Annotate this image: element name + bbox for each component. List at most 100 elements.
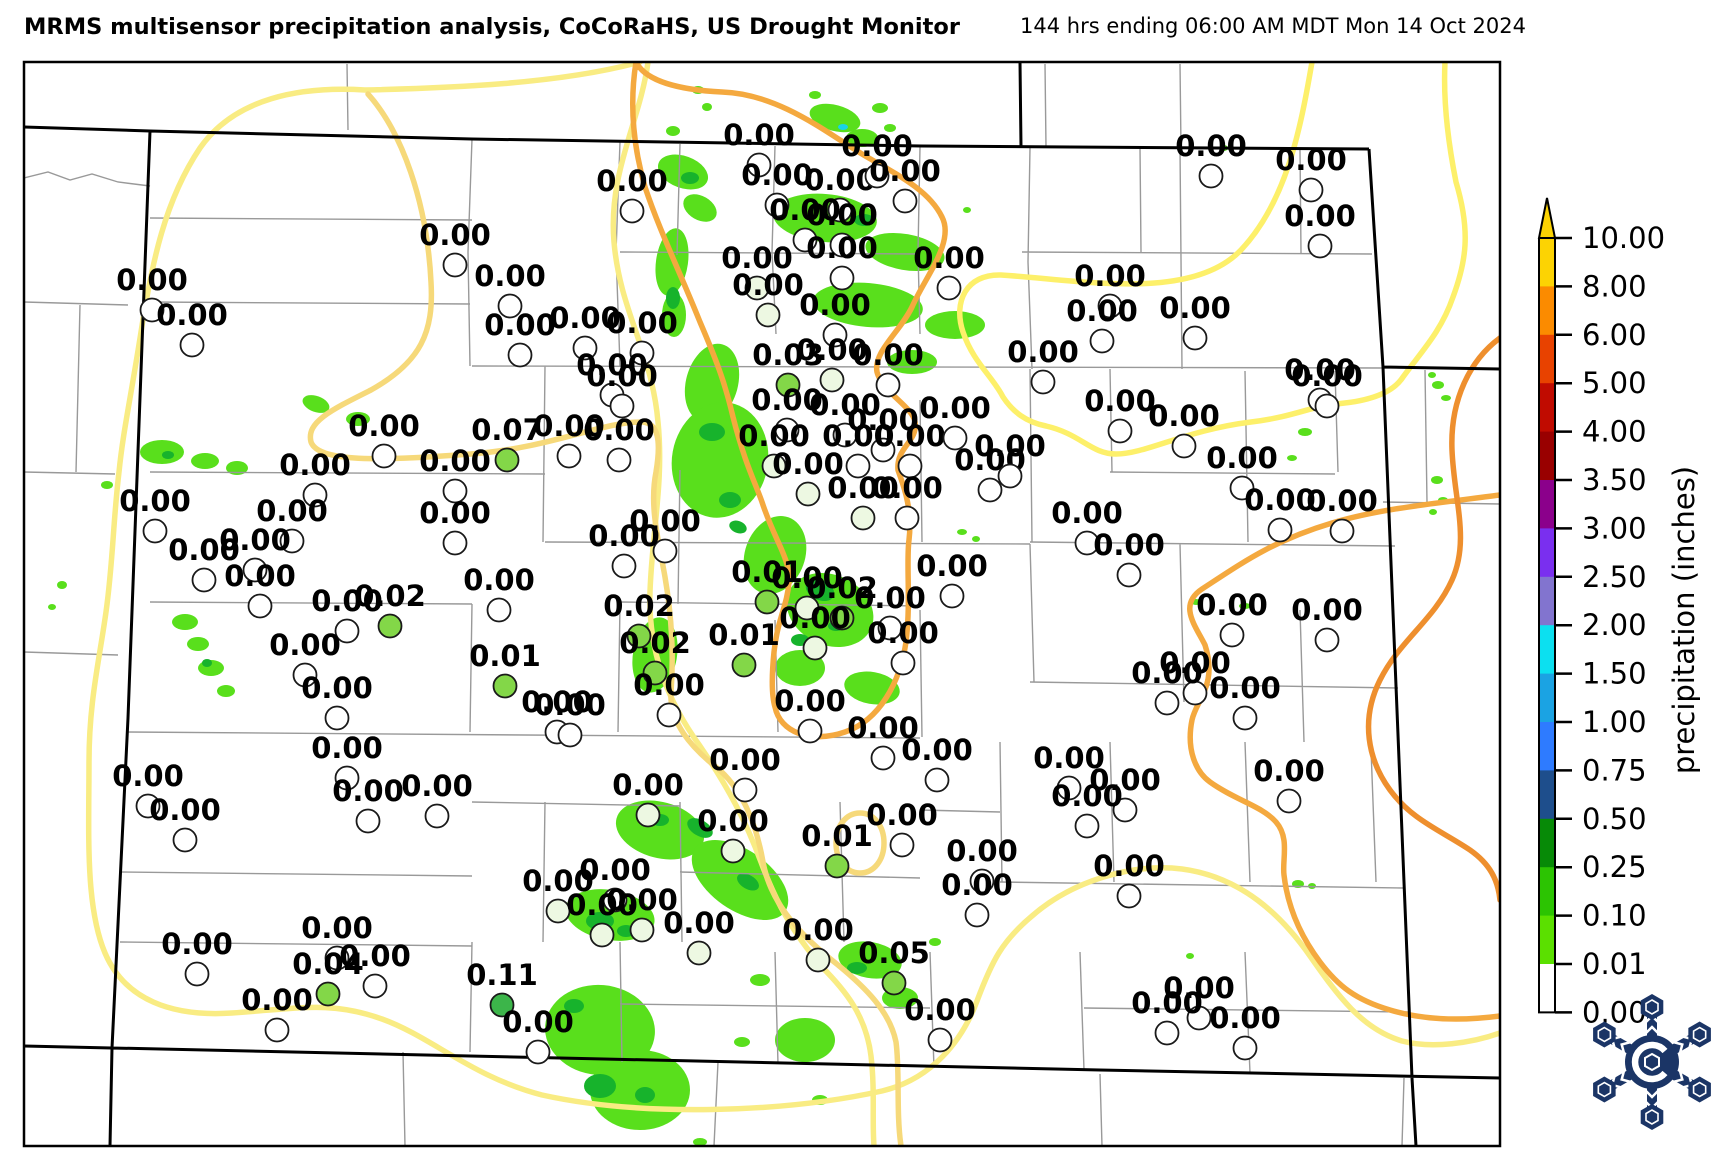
station-value: 0.00 xyxy=(871,471,943,505)
station-value: 0.00 xyxy=(116,263,188,297)
precip-area-light xyxy=(750,974,770,986)
station-value: 0.02 xyxy=(354,579,426,613)
station-value: 0.00 xyxy=(1131,986,1203,1020)
station-value: 0.00 xyxy=(852,338,924,372)
station-value: 0.00 xyxy=(586,359,658,393)
station-value: 0.02 xyxy=(603,589,675,623)
station-value: 0.00 xyxy=(1051,779,1123,813)
colorbar-segment xyxy=(1539,432,1555,481)
station-value: 0.00 xyxy=(534,688,606,722)
colorbar-segment xyxy=(1539,674,1555,723)
station-circle xyxy=(174,829,197,852)
station-value: 0.00 xyxy=(219,523,291,557)
colorbar-tick-label: 1.00 xyxy=(1582,705,1647,739)
station-circle xyxy=(1032,371,1055,394)
station-value: 0.00 xyxy=(1291,593,1363,627)
station-value: 0.00 xyxy=(779,601,851,635)
station-value: 0.00 xyxy=(612,768,684,802)
precip-area-light xyxy=(957,529,967,535)
station-circle xyxy=(558,445,581,468)
precipitation-map-page: MRMS multisensor precipitation analysis,… xyxy=(0,0,1720,1173)
colorbar-axis-label: precipitation (inches) xyxy=(1667,466,1701,774)
station-value: 0.00 xyxy=(854,581,926,615)
station-value: 0.00 xyxy=(401,769,473,803)
station-circle xyxy=(757,304,780,327)
colorbar-tick-label: 2.00 xyxy=(1582,608,1647,642)
station-circle xyxy=(938,277,961,300)
station-value: 0.00 xyxy=(1084,384,1156,418)
station-circle xyxy=(1278,790,1301,813)
station-value: 0.01 xyxy=(708,618,780,652)
station-value: 0.00 xyxy=(419,444,491,478)
precip-area-light xyxy=(187,637,209,651)
colorbar-tick-label: 6.00 xyxy=(1582,318,1647,352)
station-value: 0.11 xyxy=(466,958,538,992)
station-circle xyxy=(509,344,532,367)
station-circle xyxy=(527,1041,550,1064)
station-value: 0.00 xyxy=(1131,656,1203,690)
station-circle xyxy=(797,483,820,506)
station-value: 0.00 xyxy=(782,913,854,947)
station-circle xyxy=(591,924,614,947)
precip-area-dark xyxy=(699,423,725,441)
station-value: 0.00 xyxy=(419,496,491,530)
precip-area-light xyxy=(963,207,971,213)
colorbar-segment xyxy=(1539,722,1555,771)
station-circle xyxy=(733,654,756,677)
precipitation-colorbar: 10.008.006.005.004.003.503.002.502.001.5… xyxy=(1539,198,1665,1029)
colorbar-segment xyxy=(1539,770,1555,819)
precip-area-light xyxy=(101,481,113,489)
station-value: 0.00 xyxy=(916,549,988,583)
station-circle xyxy=(831,267,854,290)
station-value: 0.00 xyxy=(1066,294,1138,328)
precip-area-dark xyxy=(202,659,212,667)
station-value: 0.00 xyxy=(156,298,228,332)
station-circle xyxy=(1156,1022,1179,1045)
station-circle xyxy=(999,465,1022,488)
colorbar-tick-label: 0.00 xyxy=(1582,995,1647,1029)
colorbar-segment xyxy=(1539,286,1555,335)
station-value: 0.00 xyxy=(1093,528,1165,562)
station-circle xyxy=(826,855,849,878)
station-value: 0.00 xyxy=(774,684,846,718)
colorbar-segment xyxy=(1539,480,1555,529)
station-value: 0.00 xyxy=(1209,1001,1281,1035)
station-circle xyxy=(979,479,1002,502)
station-value: 0.00 xyxy=(463,563,535,597)
station-circle xyxy=(379,615,402,638)
precip-area-light xyxy=(48,604,56,610)
precip-area-dark xyxy=(681,172,699,184)
precip-area-dark xyxy=(162,451,174,459)
station-circle xyxy=(1118,885,1141,908)
station-circle xyxy=(872,747,895,770)
station-value: 0.00 xyxy=(741,158,813,192)
precip-area-light xyxy=(1298,428,1312,436)
colorbar-segment xyxy=(1539,528,1555,577)
station-value: 0.00 xyxy=(1175,129,1247,163)
station-circle xyxy=(357,810,380,833)
station-value: 0.00 xyxy=(1159,291,1231,325)
station-value: 0.00 xyxy=(1291,359,1363,393)
colorbar-segment xyxy=(1539,335,1555,384)
station-circle xyxy=(364,975,387,998)
station-circle xyxy=(1109,420,1132,443)
station-value: 0.00 xyxy=(1253,754,1325,788)
station-value: 0.00 xyxy=(419,218,491,252)
colorbar-segment xyxy=(1539,383,1555,432)
station-circle xyxy=(658,704,681,727)
station-value: 0.00 xyxy=(1007,335,1079,369)
station-circle xyxy=(444,254,467,277)
station-value: 0.01 xyxy=(801,819,873,853)
station-value: 0.00 xyxy=(484,308,556,342)
station-value: 0.00 xyxy=(946,834,1018,868)
station-value: 0.00 xyxy=(301,671,373,705)
colorbar-tick-label: 0.25 xyxy=(1582,850,1647,884)
station-value: 0.00 xyxy=(119,484,191,518)
station-circle xyxy=(1156,692,1179,715)
precip-area-light xyxy=(972,536,980,542)
precip-area-light xyxy=(191,453,219,469)
colorbar-tick-label: 0.75 xyxy=(1582,753,1647,787)
colorbar-segment xyxy=(1539,964,1555,1013)
station-value: 0.00 xyxy=(901,733,973,767)
station-value: 0.00 xyxy=(732,268,804,302)
